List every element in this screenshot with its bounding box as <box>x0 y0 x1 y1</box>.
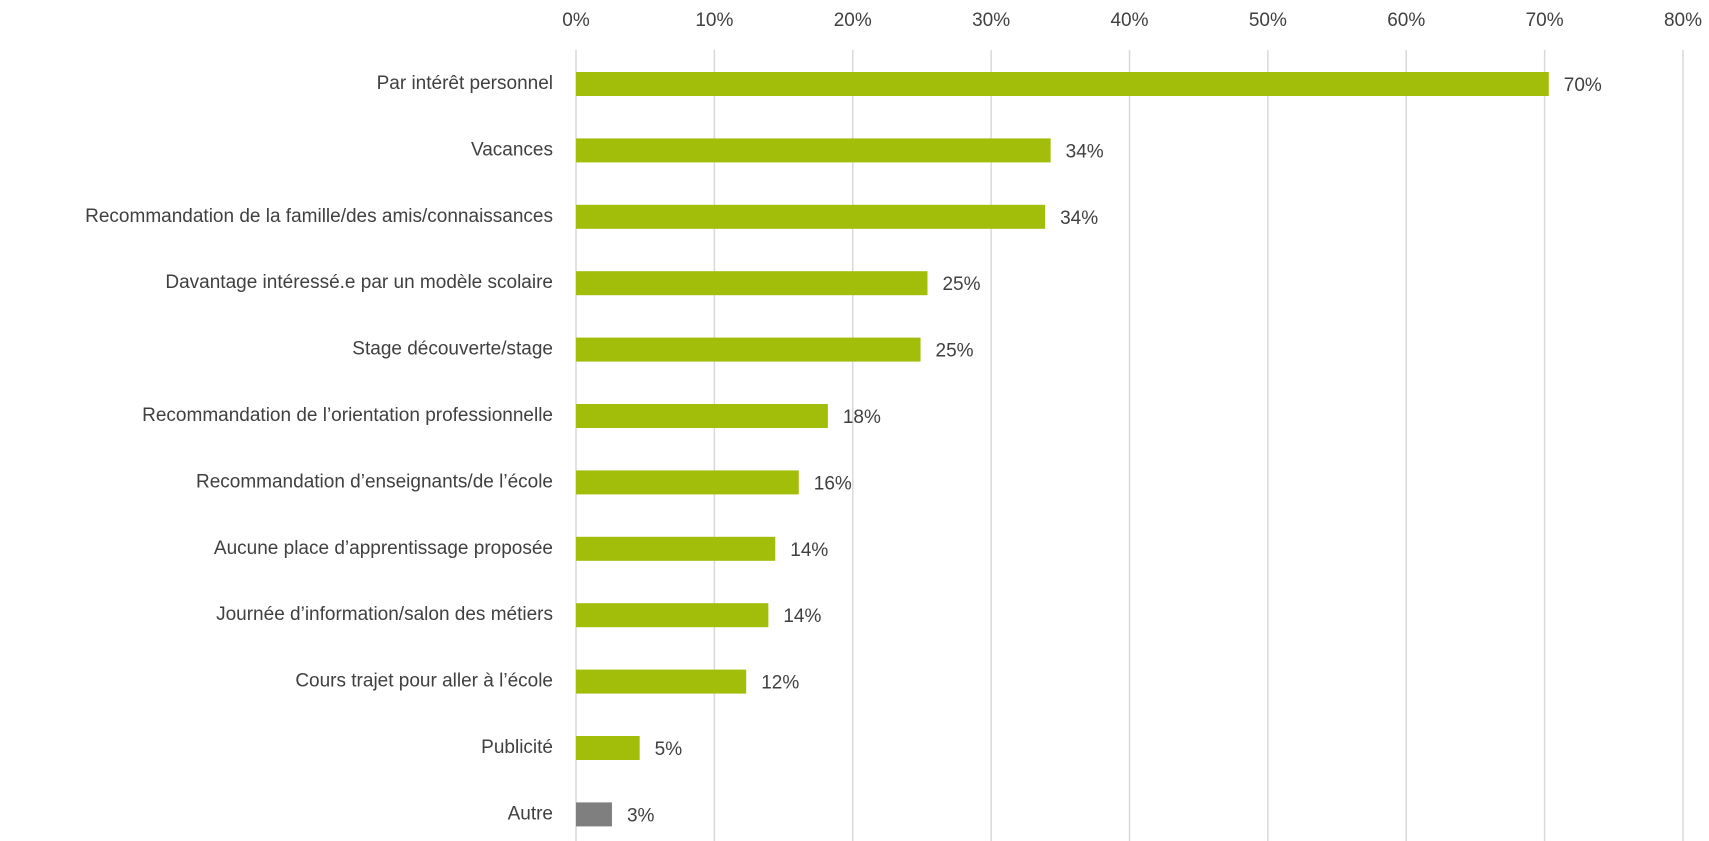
value-label: 5% <box>655 739 683 760</box>
category-label: Journée d’information/salon des métiers <box>216 604 553 625</box>
bar <box>576 802 612 827</box>
bar <box>576 72 1549 96</box>
bar <box>576 138 1051 163</box>
bar <box>576 669 747 694</box>
bar <box>576 271 928 296</box>
bar <box>576 204 1046 229</box>
x-tick-label: 50% <box>1249 10 1287 31</box>
category-label: Recommandation d’enseignants/de l’école <box>196 471 553 492</box>
value-label: 14% <box>783 606 821 627</box>
x-tick-label: 10% <box>695 10 733 31</box>
x-tick-label: 0% <box>562 10 590 31</box>
x-tick-label: 40% <box>1110 10 1148 31</box>
value-label: 12% <box>761 673 799 694</box>
x-tick-label: 80% <box>1664 10 1702 31</box>
category-label: Stage découverte/stage <box>352 339 553 360</box>
bar <box>576 736 640 760</box>
category-label: Publicité <box>481 737 553 758</box>
value-label: 14% <box>790 540 828 561</box>
x-tick-label: 30% <box>972 10 1010 31</box>
category-label: Cours trajet pour aller à l’école <box>295 671 553 692</box>
bar <box>576 603 769 628</box>
value-label: 70% <box>1564 75 1602 96</box>
bar <box>576 470 799 495</box>
bar <box>576 536 776 561</box>
bar <box>576 337 921 362</box>
value-label: 25% <box>942 274 980 295</box>
category-label: Recommandation de la famille/des amis/co… <box>85 206 553 227</box>
value-label: 25% <box>936 341 974 362</box>
bar <box>576 404 828 428</box>
category-label: Vacances <box>471 139 553 160</box>
category-label: Davantage intéressé.e par un modèle scol… <box>165 272 553 293</box>
value-label: 3% <box>627 805 655 826</box>
value-label: 34% <box>1060 208 1098 229</box>
category-label: Par intérêt personnel <box>377 73 553 94</box>
x-tick-label: 70% <box>1526 10 1564 31</box>
value-label: 34% <box>1066 141 1104 162</box>
value-label: 16% <box>814 473 852 494</box>
x-tick-label: 20% <box>834 10 872 31</box>
category-label: Recommandation de l’orientation professi… <box>142 405 553 426</box>
category-label: Autre <box>508 803 553 824</box>
value-label: 18% <box>843 407 881 428</box>
category-label: Aucune place d’apprentissage proposée <box>214 538 553 559</box>
x-tick-label: 60% <box>1387 10 1425 31</box>
